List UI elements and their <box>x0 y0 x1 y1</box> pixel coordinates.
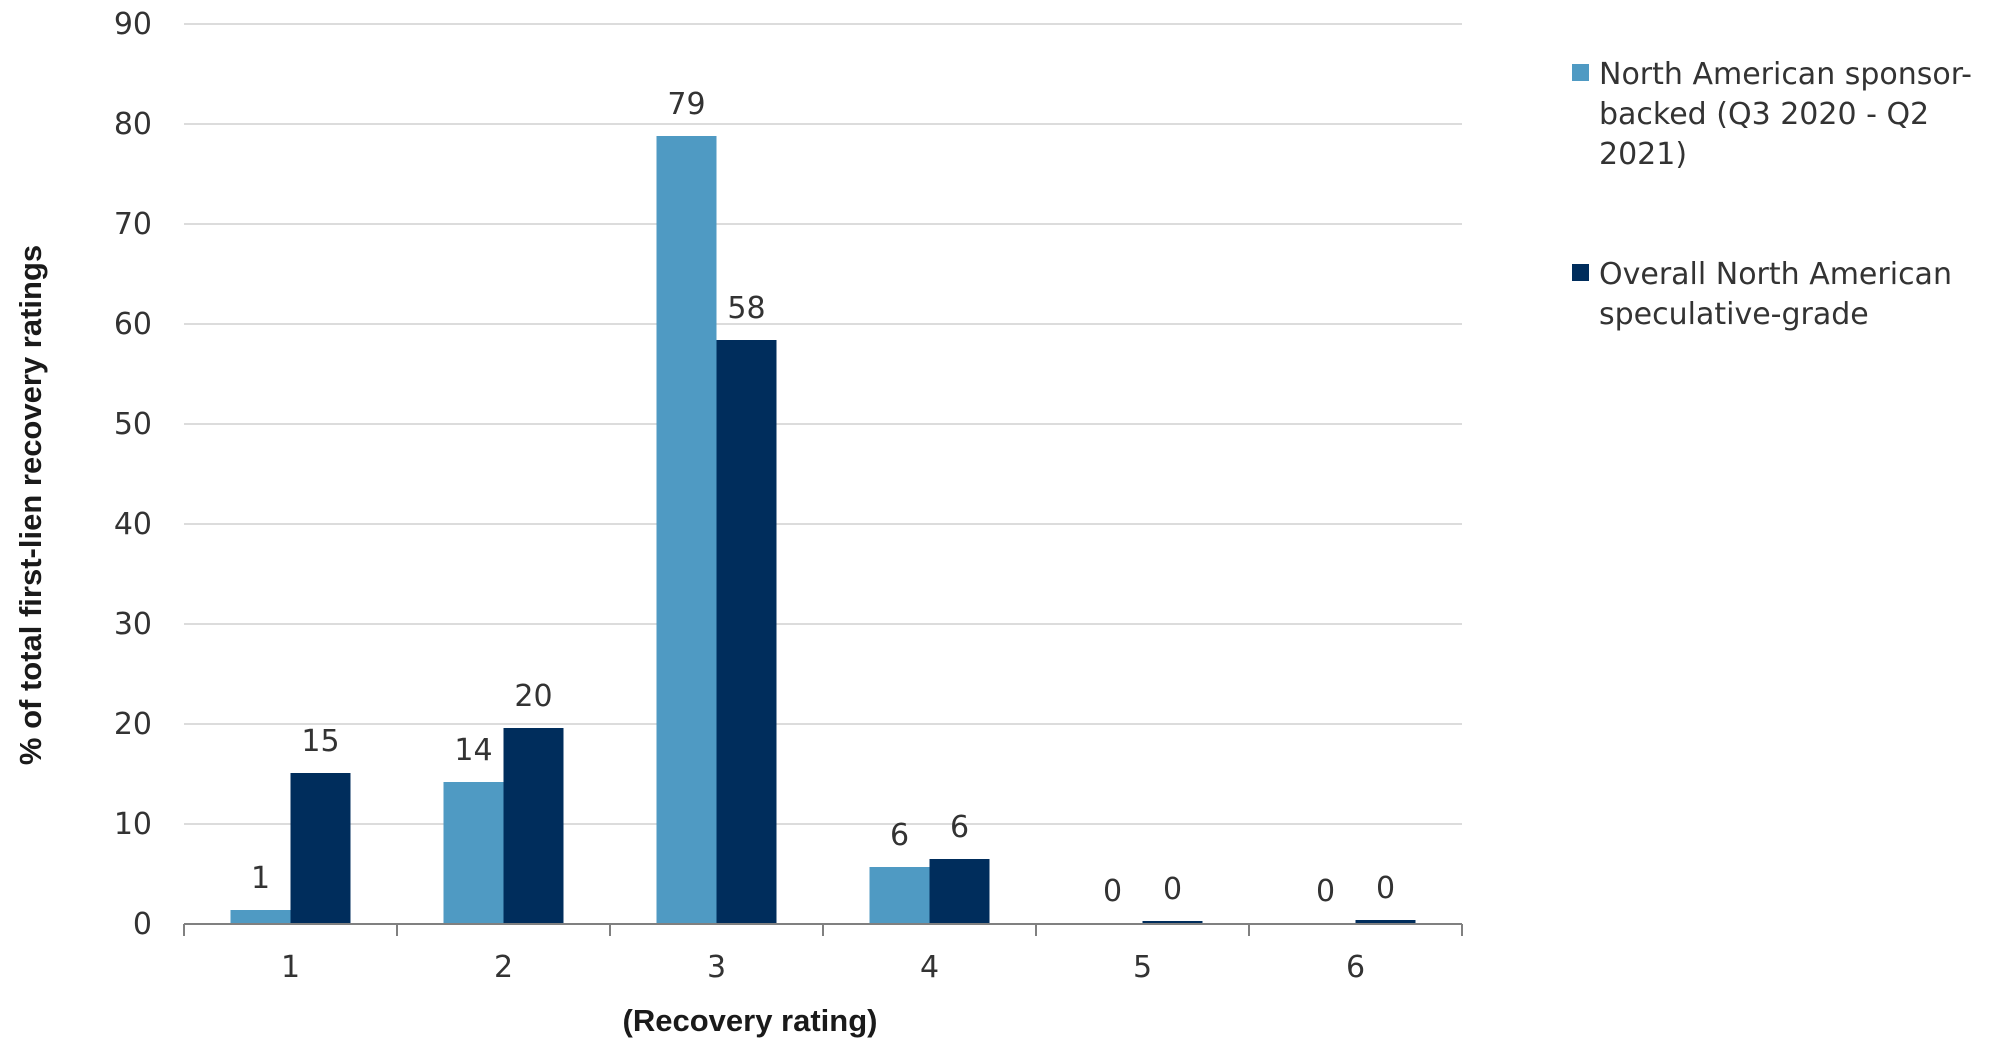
bar-series-2 <box>503 728 564 924</box>
x-tick-label: 3 <box>707 950 726 985</box>
x-tick-label: 5 <box>1133 950 1152 985</box>
y-tick-label: 50 <box>114 407 152 442</box>
y-tick-label: 10 <box>114 807 152 842</box>
x-tick-label: 2 <box>494 950 513 985</box>
data-label: 0 <box>1103 874 1122 909</box>
y-tick-label: 40 <box>114 507 152 542</box>
y-tick-label: 0 <box>133 907 152 942</box>
bar-series-2 <box>716 340 777 924</box>
y-axis-title: % of total first-lien recovery ratings <box>13 245 48 765</box>
legend: North American sponsor-backed (Q3 2020 -… <box>1572 57 1972 332</box>
data-label: 20 <box>514 679 552 714</box>
data-label: 1 <box>251 861 270 896</box>
bar-series-2 <box>1142 921 1203 924</box>
bar-series-1 <box>869 867 930 924</box>
gridlines <box>184 23 1462 825</box>
legend-label: speculative-grade <box>1599 297 1869 332</box>
bars <box>230 136 1416 924</box>
y-tick-label: 90 <box>114 7 152 42</box>
data-label: 15 <box>301 724 339 759</box>
legend-label: 2021) <box>1599 137 1687 172</box>
data-labels: 1 14 79 6 0 0 15 20 58 6 0 0 <box>251 87 1395 909</box>
x-tick-label: 4 <box>920 950 939 985</box>
x-axis-title: (Recovery rating) <box>623 1003 878 1038</box>
data-label: 0 <box>1163 872 1182 907</box>
y-tick-label: 30 <box>114 607 152 642</box>
data-label: 58 <box>727 291 765 326</box>
data-label: 79 <box>667 87 705 122</box>
y-tick-label: 60 <box>114 307 152 342</box>
data-label: 14 <box>454 733 492 768</box>
legend-swatch <box>1572 64 1589 81</box>
data-label: 6 <box>890 818 909 853</box>
bar-series-1 <box>443 782 504 924</box>
data-label: 0 <box>1376 871 1395 906</box>
y-tick-label: 70 <box>114 207 152 242</box>
y-tick-label: 80 <box>114 107 152 142</box>
legend-label: backed (Q3 2020 - Q2 <box>1599 97 1929 132</box>
data-label: 0 <box>1316 874 1335 909</box>
legend-label: North American sponsor- <box>1599 57 1972 92</box>
legend-swatch <box>1572 264 1589 281</box>
x-tick-label: 6 <box>1346 950 1365 985</box>
data-label: 6 <box>950 810 969 845</box>
bar-series-2 <box>290 773 351 924</box>
legend-label: Overall North American <box>1599 257 1952 292</box>
bar-series-1 <box>656 136 717 924</box>
bar-series-2 <box>929 859 990 924</box>
bar-series-2 <box>1355 920 1416 924</box>
x-tick-label: 1 <box>281 950 300 985</box>
bar-series-1 <box>230 910 291 924</box>
y-tick-label: 20 <box>114 707 152 742</box>
